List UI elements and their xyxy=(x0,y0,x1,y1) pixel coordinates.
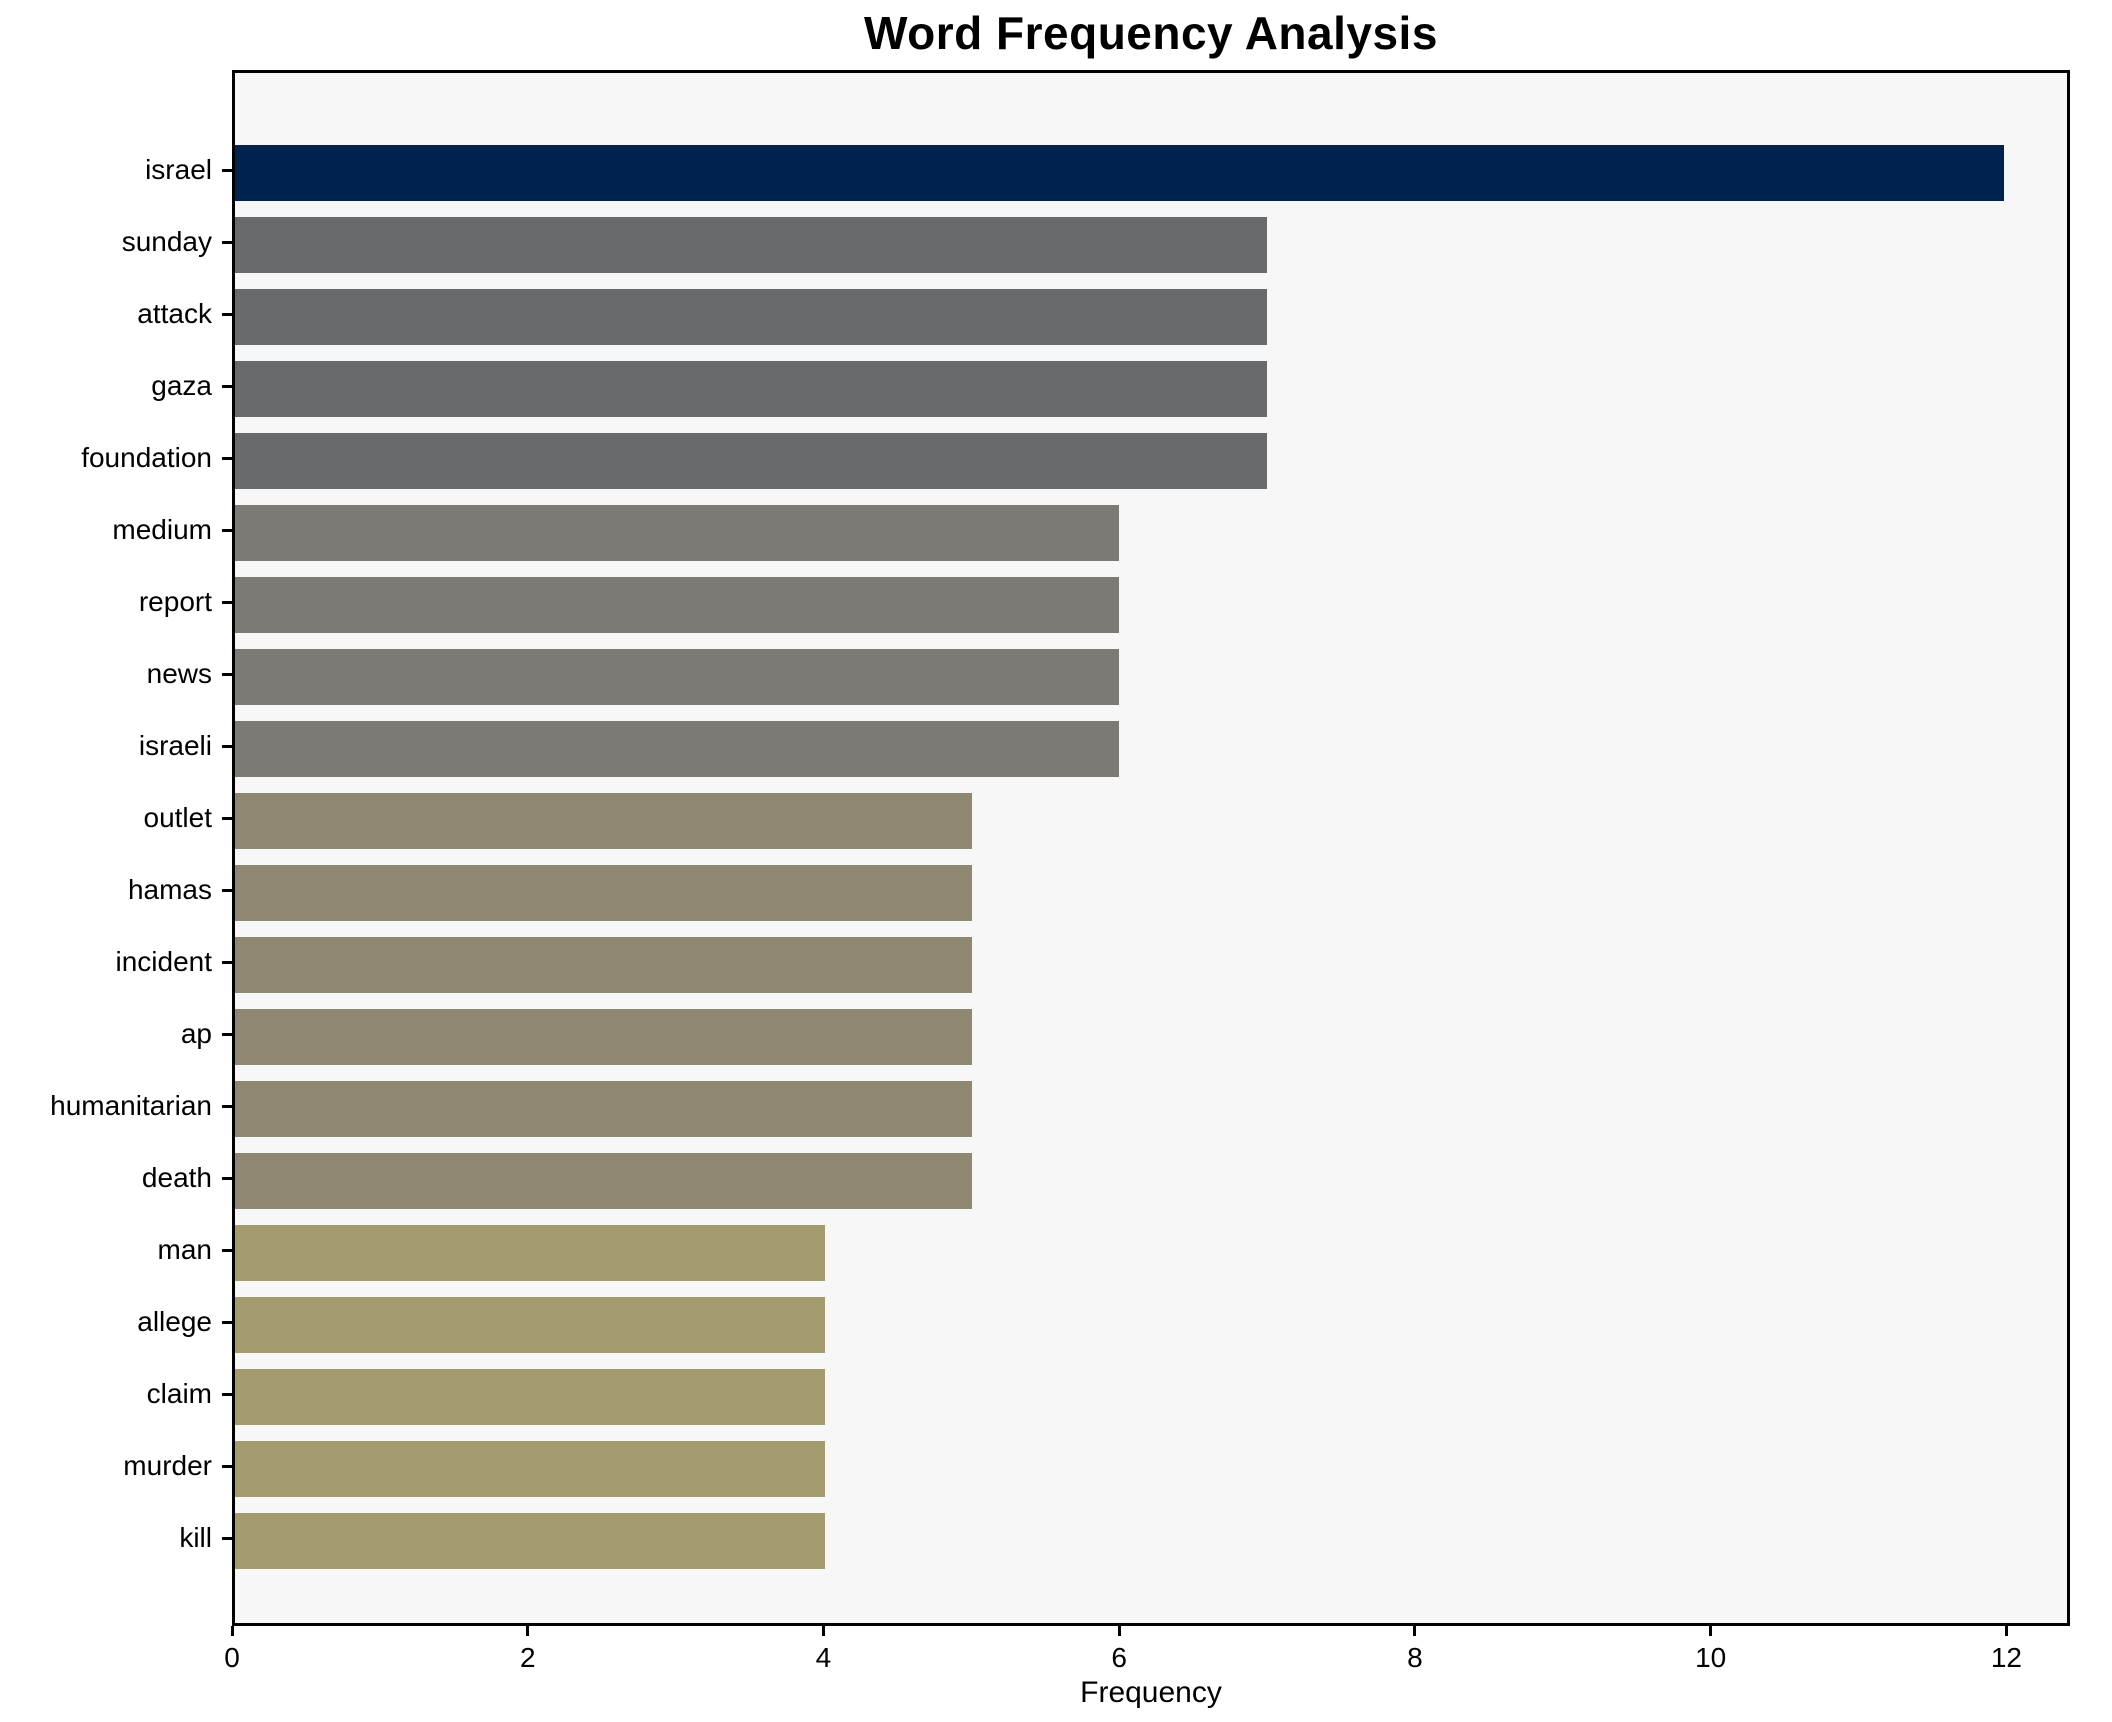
y-axis-label: claim xyxy=(146,1378,212,1409)
x-tick-label: 4 xyxy=(815,1642,832,1673)
x-tick-label: 8 xyxy=(1407,1642,1423,1673)
x-tick xyxy=(1709,1626,1713,1636)
bar xyxy=(235,505,1120,561)
bar xyxy=(235,1441,825,1497)
bar xyxy=(235,721,1120,777)
x-tick-label: 12 xyxy=(1990,1642,2022,1673)
y-tick xyxy=(222,312,232,316)
bar xyxy=(235,1513,825,1569)
x-tick-label: 6 xyxy=(1111,1642,1127,1673)
bar xyxy=(235,577,1120,633)
y-tick xyxy=(222,168,232,172)
y-tick xyxy=(222,528,232,532)
y-tick xyxy=(222,744,232,748)
y-tick xyxy=(222,1392,232,1396)
x-tick-label: 10 xyxy=(1695,1642,1727,1673)
y-axis-label: incident xyxy=(115,946,212,977)
y-tick xyxy=(222,600,232,604)
bar xyxy=(235,217,1267,273)
y-axis-label: sunday xyxy=(121,226,212,257)
y-tick xyxy=(222,456,232,460)
y-tick xyxy=(222,1032,232,1036)
bar xyxy=(235,1225,825,1281)
x-tick xyxy=(526,1626,530,1636)
bar xyxy=(235,1369,825,1425)
x-tick xyxy=(2004,1626,2008,1636)
y-axis-label: israel xyxy=(145,154,212,185)
y-axis-label: news xyxy=(146,658,212,689)
x-tick-label: 0 xyxy=(224,1642,240,1673)
y-axis-label: hamas xyxy=(127,874,212,905)
y-axis-label: man xyxy=(157,1234,212,1265)
y-axis-label: medium xyxy=(112,514,212,545)
y-tick xyxy=(222,960,232,964)
y-tick xyxy=(222,816,232,820)
y-tick xyxy=(222,384,232,388)
y-axis-label: humanitarian xyxy=(50,1090,212,1121)
y-tick xyxy=(222,1536,232,1540)
bar xyxy=(235,865,972,921)
y-axis-label: murder xyxy=(123,1450,212,1481)
bar xyxy=(235,649,1120,705)
y-axis-label: attack xyxy=(137,298,212,329)
bar xyxy=(235,361,1267,417)
bar xyxy=(235,1081,972,1137)
y-tick xyxy=(222,672,232,676)
bar xyxy=(235,1009,972,1065)
x-tick xyxy=(821,1626,825,1636)
x-tick xyxy=(1117,1626,1121,1636)
y-axis-label: allege xyxy=(137,1306,212,1337)
y-tick xyxy=(222,888,232,892)
bar xyxy=(235,793,972,849)
y-axis-label: foundation xyxy=(81,442,212,473)
y-axis-label: outlet xyxy=(143,802,213,833)
chart-title: Word Frequency Analysis xyxy=(864,7,1438,59)
y-tick xyxy=(222,1176,232,1180)
y-axis-label: gaza xyxy=(151,370,212,401)
y-axis-label: death xyxy=(141,1162,212,1193)
x-axis-title: Frequency xyxy=(1080,1676,1222,1709)
y-axis-label: report xyxy=(138,586,212,617)
y-tick xyxy=(222,1104,232,1108)
y-tick xyxy=(222,1320,232,1324)
bar xyxy=(235,145,2004,201)
y-tick xyxy=(222,240,232,244)
x-tick xyxy=(230,1626,234,1636)
bar xyxy=(235,1153,972,1209)
y-tick xyxy=(222,1248,232,1252)
y-axis-label: ap xyxy=(180,1018,212,1049)
bar xyxy=(235,1297,825,1353)
bar xyxy=(235,433,1267,489)
y-axis-label: kill xyxy=(179,1522,212,1553)
bar xyxy=(235,937,972,993)
y-axis-label: israeli xyxy=(138,730,212,761)
y-tick xyxy=(222,1464,232,1468)
bar xyxy=(235,289,1267,345)
x-tick-label: 2 xyxy=(519,1642,536,1673)
plot-area xyxy=(232,70,2070,1626)
x-tick xyxy=(1413,1626,1417,1636)
